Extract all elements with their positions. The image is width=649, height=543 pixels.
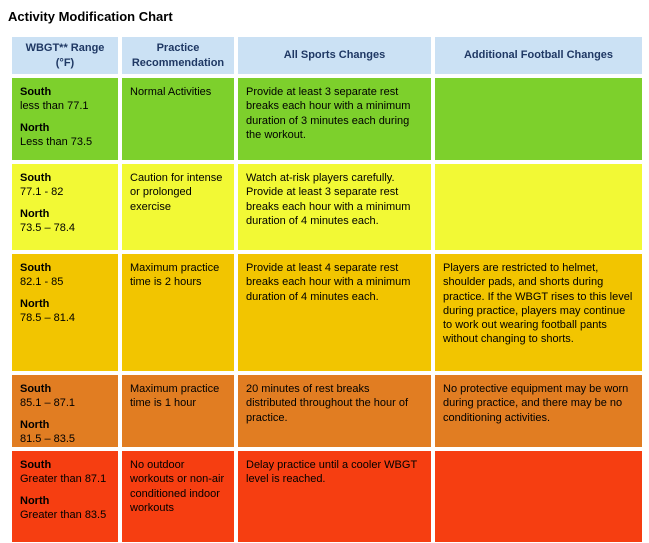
cell-all-sports-row-green: Provide at least 3 separate rest breaks … [238,78,431,160]
cell-football-row-amber: Players are restricted to helmet, should… [435,254,642,371]
wbgt-south-group: South 77.1 - 82 [20,171,110,200]
header-cell-additional-football-changes: Additional Football Changes [435,37,642,74]
cell-practice-row-red: No outdoor workouts or non-air condition… [122,451,234,542]
cell-all-sports-row-red: Delay practice until a cooler WBGT level… [238,451,431,542]
wbgt-south-value: less than 77.1 [20,100,89,113]
wbgt-south-label: South [20,86,52,98]
wbgt-north-label: North [20,494,50,507]
wbgt-north-value: Greater than 83.5 [20,508,107,521]
cell-all-sports-row-amber: Provide at least 4 separate rest breaks … [238,254,431,371]
header-cell-wbgt-range: WBGT** Range (°F) [12,37,118,74]
wbgt-north-group: North 78.5 – 81.4 [20,297,110,326]
wbgt-north-value: 78.5 – 81.4 [20,311,76,324]
wbgt-south-group: South Greater than 87.1 [20,458,110,487]
cell-wbgt-row-yellow: South 77.1 - 82 North 73.5 – 78.4 [12,164,118,250]
wbgt-north-group: North Greater than 83.5 [20,494,110,523]
cell-practice-row-amber: Maximum practice time is 2 hours [122,254,234,371]
wbgt-south-group: South 82.1 - 85 [20,261,110,290]
wbgt-south-label: South [20,459,52,471]
cell-football-row-orange: No protective equipment may be worn duri… [435,375,642,447]
wbgt-south-group: South less than 77.1 [20,85,110,114]
wbgt-south-value: Greater than 87.1 [20,473,107,486]
wbgt-south-label: South [20,262,52,274]
cell-football-row-green [435,78,642,160]
wbgt-north-label: North [20,121,50,134]
wbgt-north-label: North [20,297,50,310]
wbgt-north-group: North 81.5 – 83.5 [20,418,110,447]
wbgt-north-value: 81.5 – 83.5 [20,432,76,445]
cell-wbgt-row-amber: South 82.1 - 85 North 78.5 – 81.4 [12,254,118,371]
wbgt-south-label: South [20,383,52,395]
cell-practice-row-green: Normal Activities [122,78,234,160]
cell-football-row-yellow [435,164,642,250]
cell-practice-row-yellow: Caution for intense or prolonged exercis… [122,164,234,250]
header-cell-all-sports-changes: All Sports Changes [238,37,431,74]
wbgt-north-group: North Less than 73.5 [20,121,110,150]
wbgt-south-value: 82.1 - 85 [20,276,64,289]
wbgt-north-label: North [20,207,50,220]
activity-modification-table: WBGT** Range (°F) Practice Recommendatio… [12,37,642,542]
wbgt-south-group: South 85.1 – 87.1 [20,382,110,411]
cell-wbgt-row-orange: South 85.1 – 87.1 North 81.5 – 83.5 [12,375,118,447]
wbgt-north-value: Less than 73.5 [20,135,93,148]
cell-practice-row-orange: Maximum practice time is 1 hour [122,375,234,447]
wbgt-south-value: 85.1 – 87.1 [20,397,76,410]
page-title: Activity Modification Chart [8,9,173,24]
cell-wbgt-row-green: South less than 77.1 North Less than 73.… [12,78,118,160]
wbgt-south-label: South [20,172,52,184]
wbgt-north-value: 73.5 – 78.4 [20,221,76,234]
cell-all-sports-row-yellow: Watch at-risk players carefully. Provide… [238,164,431,250]
header-cell-practice-recommendation: Practice Recommendation [122,37,234,74]
wbgt-north-group: North 73.5 – 78.4 [20,207,110,236]
wbgt-north-label: North [20,418,50,431]
cell-football-row-red [435,451,642,542]
cell-wbgt-row-red: South Greater than 87.1 North Greater th… [12,451,118,542]
wbgt-south-value: 77.1 - 82 [20,186,64,199]
cell-all-sports-row-orange: 20 minutes of rest breaks distributed th… [238,375,431,447]
